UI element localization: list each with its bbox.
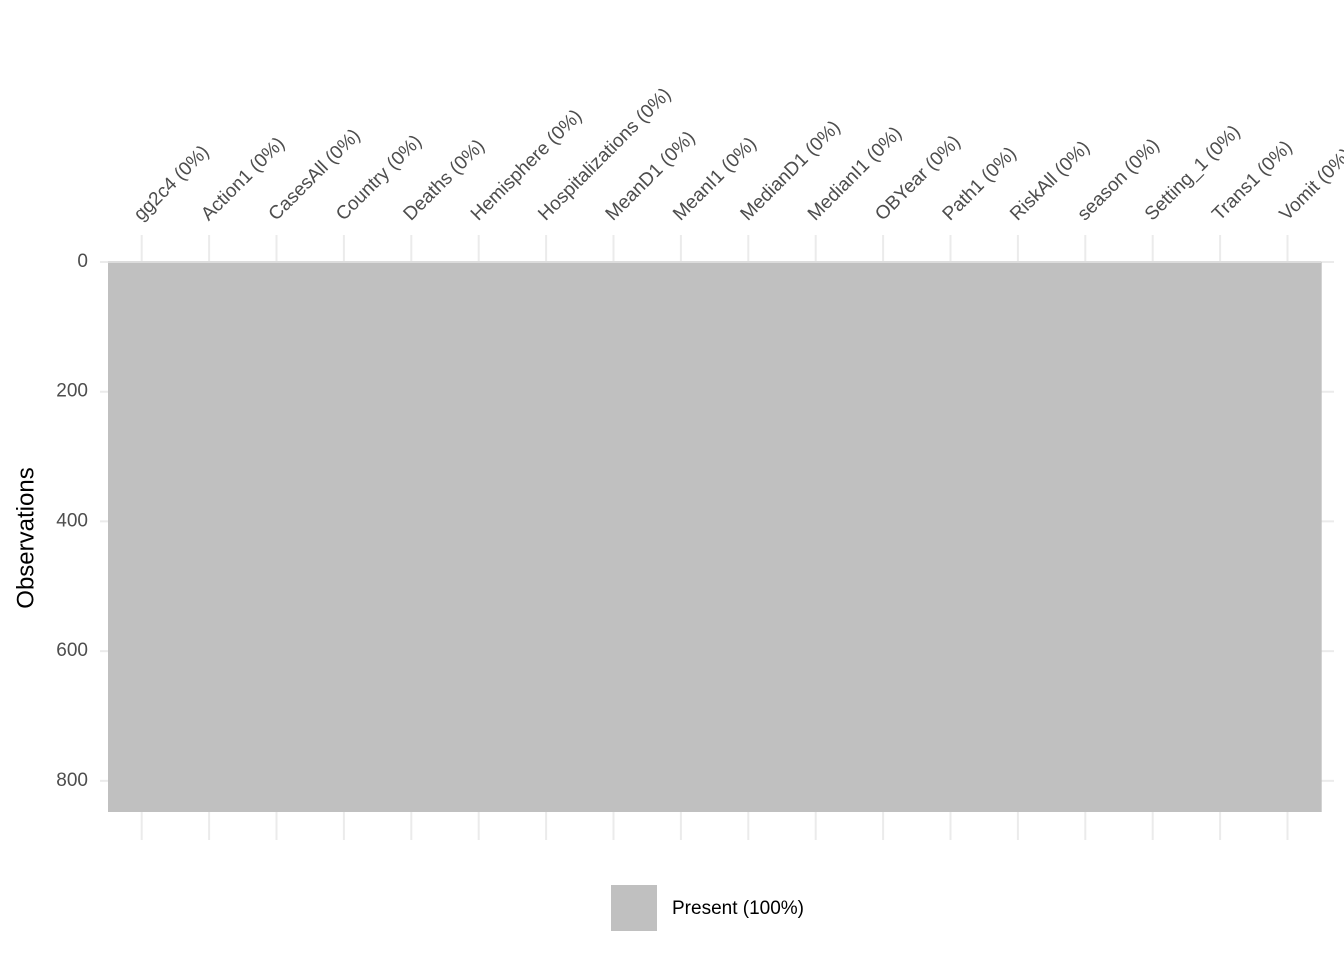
y-tick-label: 600: [56, 640, 88, 661]
present-tile: [849, 262, 918, 812]
present-tile: [782, 262, 850, 812]
present-tile: [984, 262, 1053, 812]
present-tile: [175, 262, 244, 812]
present-tile: [1119, 262, 1187, 812]
y-tick-label: 800: [56, 770, 88, 791]
present-tile: [377, 262, 446, 812]
present-tile: [242, 262, 311, 812]
present-tile: [579, 262, 648, 812]
y-tick-label: 200: [56, 381, 88, 402]
present-tile: [445, 262, 513, 812]
present-tile: [1253, 262, 1322, 812]
legend-swatch: [611, 885, 657, 931]
y-tick-label: 400: [56, 510, 88, 531]
x-tick-label: Hemisphere (0%): [467, 106, 586, 225]
present-tile: [916, 262, 985, 812]
y-axis-title: Observations: [12, 467, 39, 608]
legend-label: Present (100%): [672, 898, 804, 919]
x-tick-label: Hospitalizations (0%): [534, 84, 675, 225]
present-tile: [1186, 262, 1255, 812]
present-tile: [1051, 262, 1120, 812]
present-tile: [310, 262, 379, 812]
y-tick-label: 0: [77, 251, 88, 272]
present-tile: [714, 262, 783, 812]
present-tile: [647, 262, 716, 812]
present-tile: [512, 262, 581, 812]
present-tile: [108, 262, 176, 812]
